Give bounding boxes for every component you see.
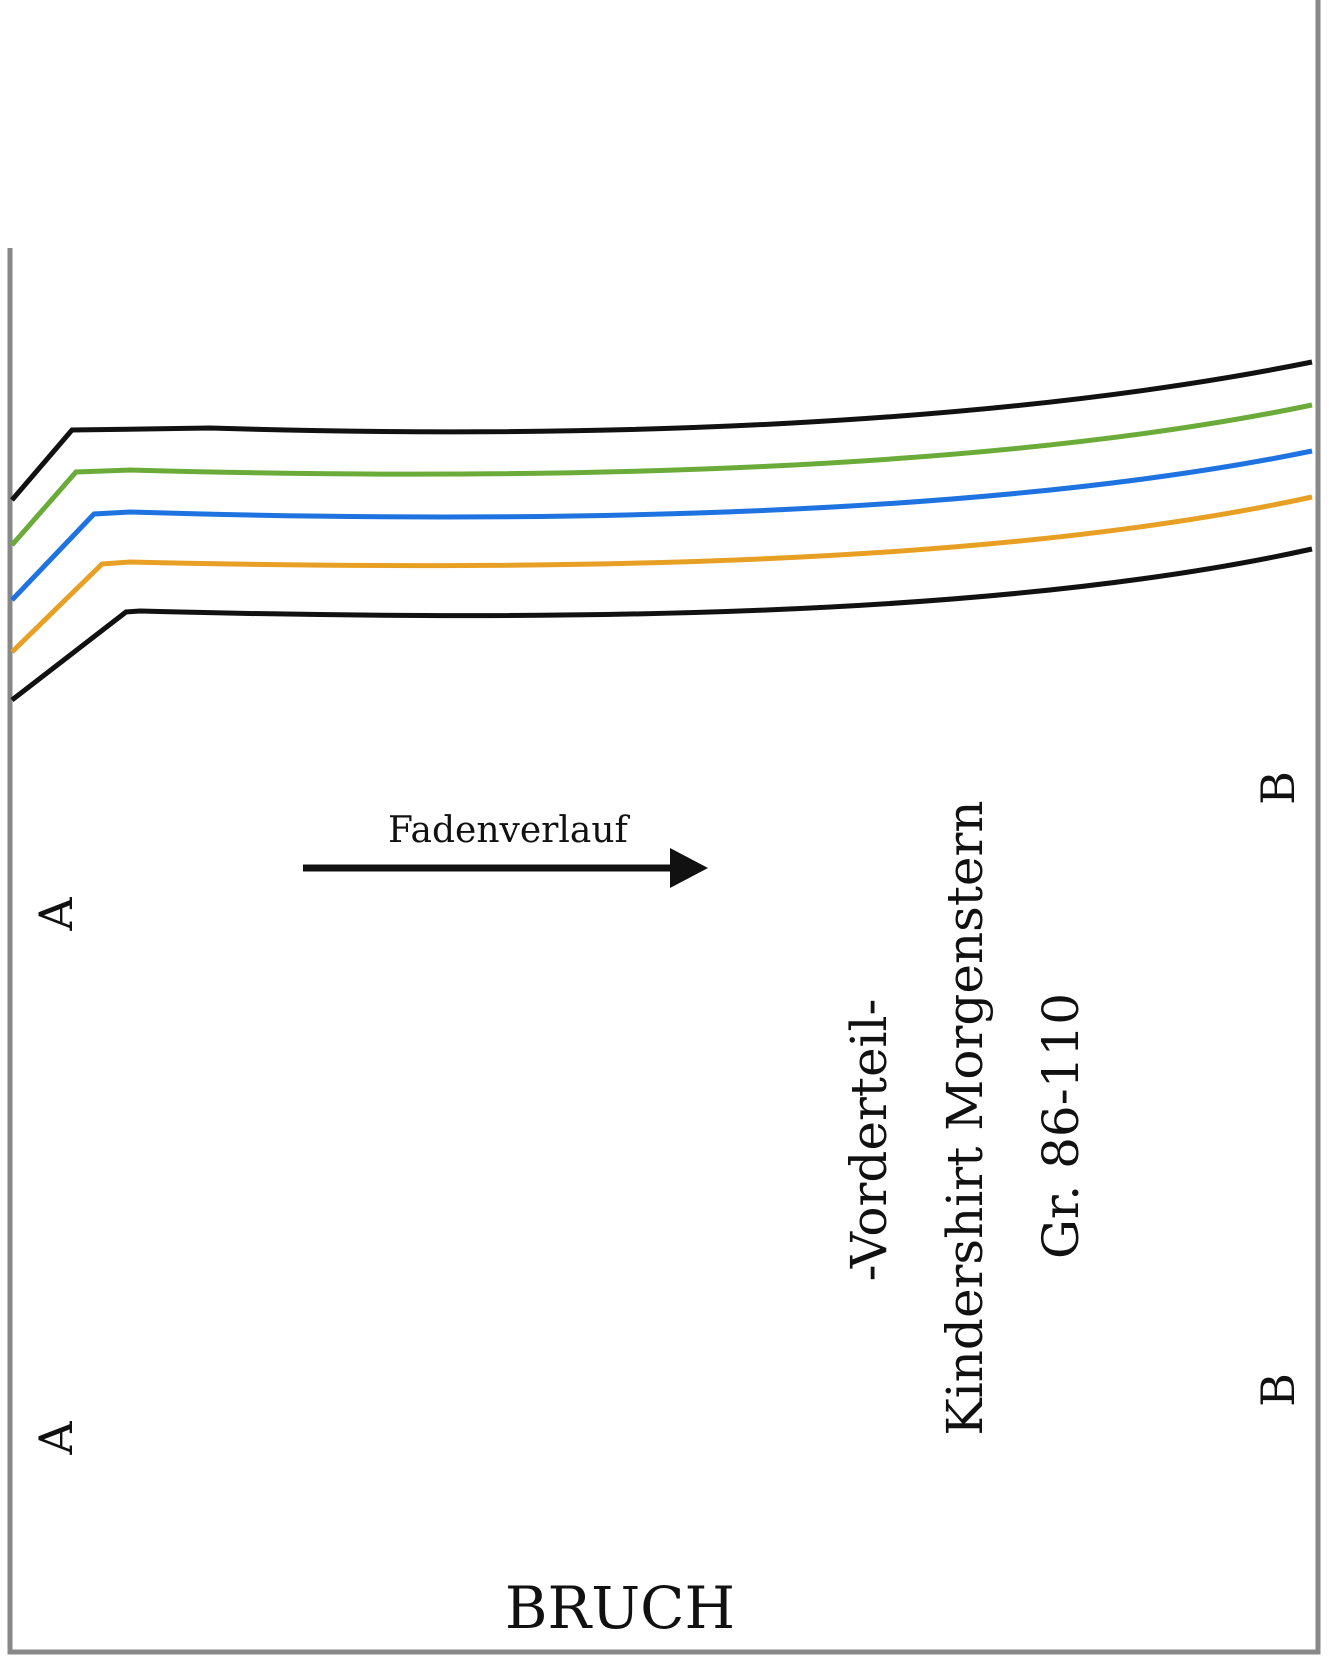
marker-b-lower: B — [1251, 1373, 1305, 1407]
pattern-title: Kindershirt Morgenstern — [936, 800, 994, 1435]
fold-label: BRUCH — [505, 1574, 735, 1642]
marker-a-lower: A — [29, 1421, 83, 1456]
grain-line-arrow — [303, 848, 708, 888]
marker-b-upper: B — [1251, 771, 1305, 805]
size-line-blue — [10, 448, 1313, 602]
grain-label: Fadenverlauf — [388, 810, 631, 851]
size-line-black-inner — [10, 546, 1313, 702]
marker-a-upper: A — [29, 897, 83, 932]
size-line-green — [10, 402, 1313, 547]
pattern-border — [7, 0, 1321, 1655]
pattern-size-range: Gr. 86-110 — [1032, 993, 1090, 1259]
size-line-orange — [10, 494, 1313, 654]
size-line-black-outer — [10, 359, 1313, 502]
pattern-piece-name: -Vorderteil- — [840, 999, 898, 1282]
